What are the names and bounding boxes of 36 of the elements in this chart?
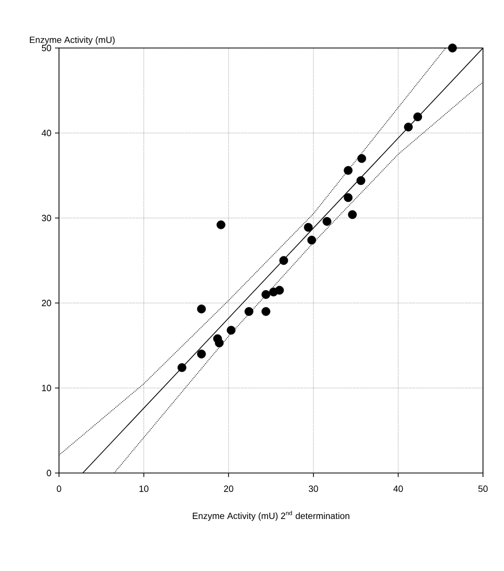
y-tick-label: 30 <box>42 214 52 222</box>
point <box>344 193 353 202</box>
point <box>357 154 366 163</box>
y-tick-label: 0 <box>46 470 52 476</box>
y-tick-label: 20 <box>42 300 52 306</box>
point <box>197 350 206 358</box>
y-tick-label: 40 <box>42 130 52 136</box>
y-tick-label: 10 <box>42 384 52 392</box>
point <box>262 290 270 299</box>
point <box>344 166 353 175</box>
y-tick-label: 50 <box>42 44 52 52</box>
point <box>262 307 270 316</box>
point <box>226 326 236 335</box>
y-axis-title: Enzyme Activity (mU) <box>30 36 115 45</box>
point <box>279 256 288 265</box>
point <box>348 210 357 219</box>
point <box>307 236 316 244</box>
x-tick-label: 30 <box>308 486 318 492</box>
point <box>197 304 206 314</box>
x-tick-label: 50 <box>478 486 488 492</box>
point <box>275 286 284 295</box>
point <box>356 176 366 186</box>
point <box>404 122 413 132</box>
point <box>413 112 422 122</box>
x-axis-title: Enzyme Activity (mU) 2$^{nd}$ determination <box>192 510 350 521</box>
x-tick-label: 40 <box>393 486 403 492</box>
x-tick-label: 0 <box>56 486 62 492</box>
point <box>178 363 186 372</box>
point <box>304 222 313 232</box>
point <box>244 307 254 316</box>
x-tick-label: 10 <box>139 486 148 492</box>
point <box>216 220 226 230</box>
x-tick-label: 20 <box>224 486 234 492</box>
point <box>448 44 457 52</box>
point <box>214 338 224 348</box>
point <box>322 217 332 226</box>
